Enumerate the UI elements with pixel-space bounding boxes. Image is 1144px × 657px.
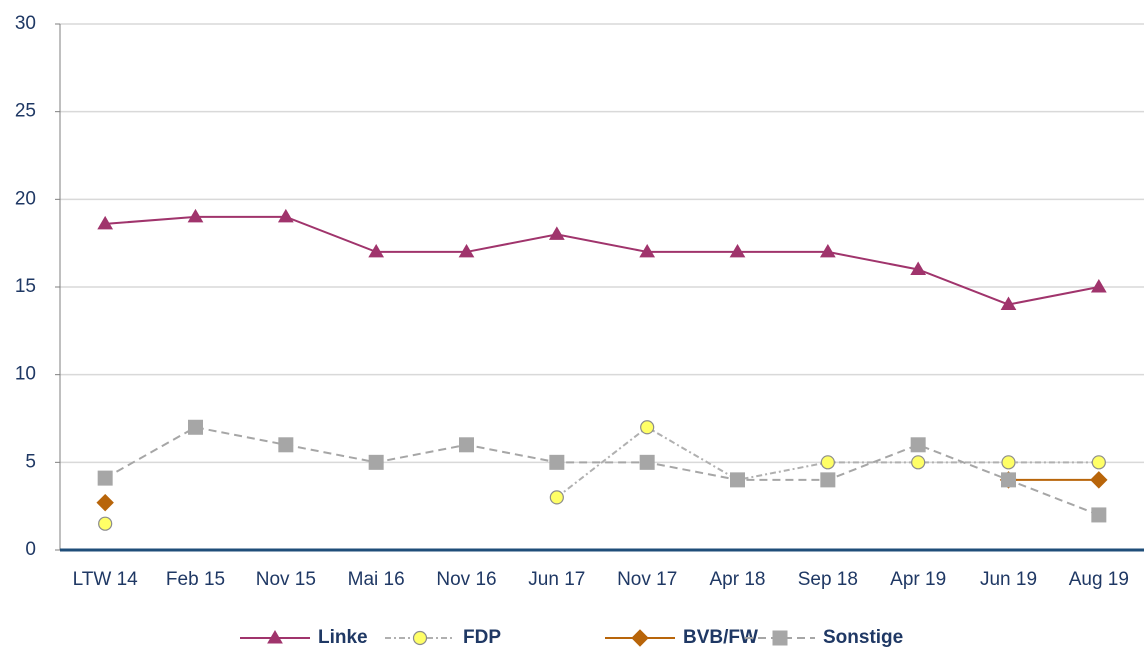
marker (911, 455, 926, 470)
marker (97, 215, 114, 230)
y-tick-label: 15 (15, 276, 36, 297)
x-tick-label: Apr 18 (710, 569, 766, 590)
marker (729, 243, 746, 258)
marker (640, 420, 655, 435)
marker (267, 630, 283, 644)
marker (819, 243, 836, 258)
marker (639, 454, 655, 470)
marker (278, 437, 294, 453)
marker (188, 419, 203, 435)
x-tick-label: Nov 16 (436, 569, 496, 590)
y-tick-label: 0 (25, 539, 36, 560)
marker (910, 261, 927, 275)
x-tick-label: Feb 15 (166, 569, 225, 590)
marker (631, 629, 649, 647)
marker (1001, 455, 1016, 470)
y-tick-label: 10 (15, 364, 36, 385)
legend-label: FDP (463, 627, 501, 648)
marker (549, 490, 564, 505)
marker (368, 243, 385, 258)
marker (639, 243, 656, 258)
series-line (105, 215, 1100, 306)
legend-label: BVB/FW (683, 627, 758, 648)
marker (548, 226, 565, 240)
marker (412, 630, 428, 646)
marker (458, 243, 475, 258)
marker (1000, 296, 1017, 311)
x-tick-label: Nov 17 (617, 569, 677, 590)
series-line (104, 426, 1100, 516)
legend: Linke FDP BVB/FW Sonstige (240, 627, 903, 648)
y-tick-label: 30 (15, 13, 36, 34)
marker (910, 437, 926, 453)
x-tick-label: LTW 14 (73, 569, 139, 590)
y-tick-label: 25 (15, 101, 36, 122)
marker (772, 630, 788, 646)
marker (1091, 455, 1106, 470)
marker (187, 208, 204, 223)
marker (1001, 472, 1016, 488)
y-tick-label: 20 (15, 188, 36, 209)
marker (1090, 279, 1107, 293)
marker (459, 437, 474, 453)
marker (1091, 507, 1107, 523)
x-tick-label: Mai 16 (348, 569, 405, 590)
marker (820, 472, 836, 488)
marker (730, 472, 745, 488)
x-tick-label: Nov 15 (256, 569, 316, 590)
x-tick-label: Jun 17 (528, 569, 585, 590)
legend-label: Linke (318, 627, 368, 648)
marker (368, 454, 384, 470)
marker (98, 516, 113, 531)
x-tick-label: Aug 19 (1069, 569, 1129, 590)
legend-label: Sonstige (823, 627, 903, 648)
x-tick-label: Jun 19 (980, 569, 1037, 590)
marker (1090, 471, 1108, 489)
y-tick-label: 5 (25, 451, 36, 472)
marker (277, 208, 294, 223)
x-tick-label: Apr 19 (890, 569, 946, 590)
x-tick-label: Sep 18 (798, 569, 858, 590)
marker (96, 493, 114, 512)
marker (549, 454, 565, 470)
marker (97, 470, 113, 486)
marker (820, 455, 835, 470)
